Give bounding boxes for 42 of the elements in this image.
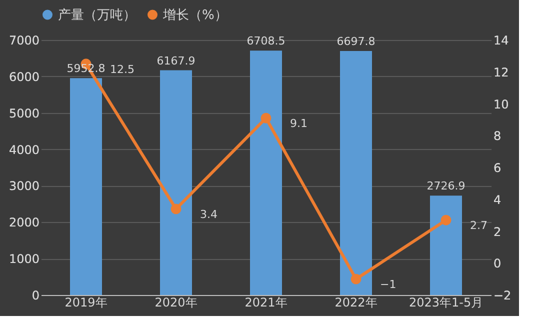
y-tick-label: 2000 <box>8 216 40 230</box>
x-tick-label: 2022年 <box>334 296 378 310</box>
y2-tick-label: −2 <box>494 288 512 302</box>
y-tick-label: 7000 <box>8 34 40 48</box>
data-label: 2726.9 <box>426 180 466 193</box>
bar <box>160 70 192 295</box>
legend-label: 产量（万吨） <box>58 8 136 23</box>
y-tick-label: 1000 <box>8 252 40 266</box>
point <box>440 214 452 226</box>
x-tick-label: 2020年 <box>154 296 198 310</box>
x-tick-label: 2019年 <box>64 296 108 310</box>
data-label: 3.4 <box>200 208 218 221</box>
y-tick-label: 0 <box>32 288 40 302</box>
y-tick-label: 3000 <box>8 179 40 194</box>
data-label: 6708.5 <box>246 34 286 48</box>
y-tick-label: 6000 <box>8 70 40 84</box>
data-label: 6167.9 <box>156 54 196 68</box>
data-label: 2.7 <box>470 219 488 232</box>
y2-tick-label: 14 <box>494 34 509 48</box>
point <box>170 204 182 214</box>
y2-tick-label: 4 <box>494 192 502 207</box>
x-tick-label: 2023年1-5月 <box>408 296 484 310</box>
x-tick-label: 2021年 <box>244 296 288 310</box>
y-tick-label: 4000 <box>8 142 40 157</box>
y2-tick-label: 6 <box>494 161 502 175</box>
bar <box>250 50 282 295</box>
y2-tick-label: 8 <box>494 129 502 144</box>
data-label: −1 <box>380 278 396 292</box>
point <box>350 274 362 284</box>
y2-tick-label: 12 <box>494 65 509 80</box>
data-label: 12.5 <box>110 62 134 76</box>
bar <box>340 51 372 295</box>
bar <box>70 78 102 295</box>
y2-tick-label: 0 <box>494 256 502 271</box>
bar <box>430 196 462 295</box>
point <box>260 112 272 124</box>
data-label: 6697.8 <box>336 35 376 48</box>
y2-tick-label: 10 <box>494 97 509 112</box>
y-tick-label: 5000 <box>8 106 40 120</box>
data-label: 9.1 <box>290 117 308 130</box>
y2-tick-label: 2 <box>494 224 502 239</box>
legend-label: 增长（%） <box>162 8 228 23</box>
